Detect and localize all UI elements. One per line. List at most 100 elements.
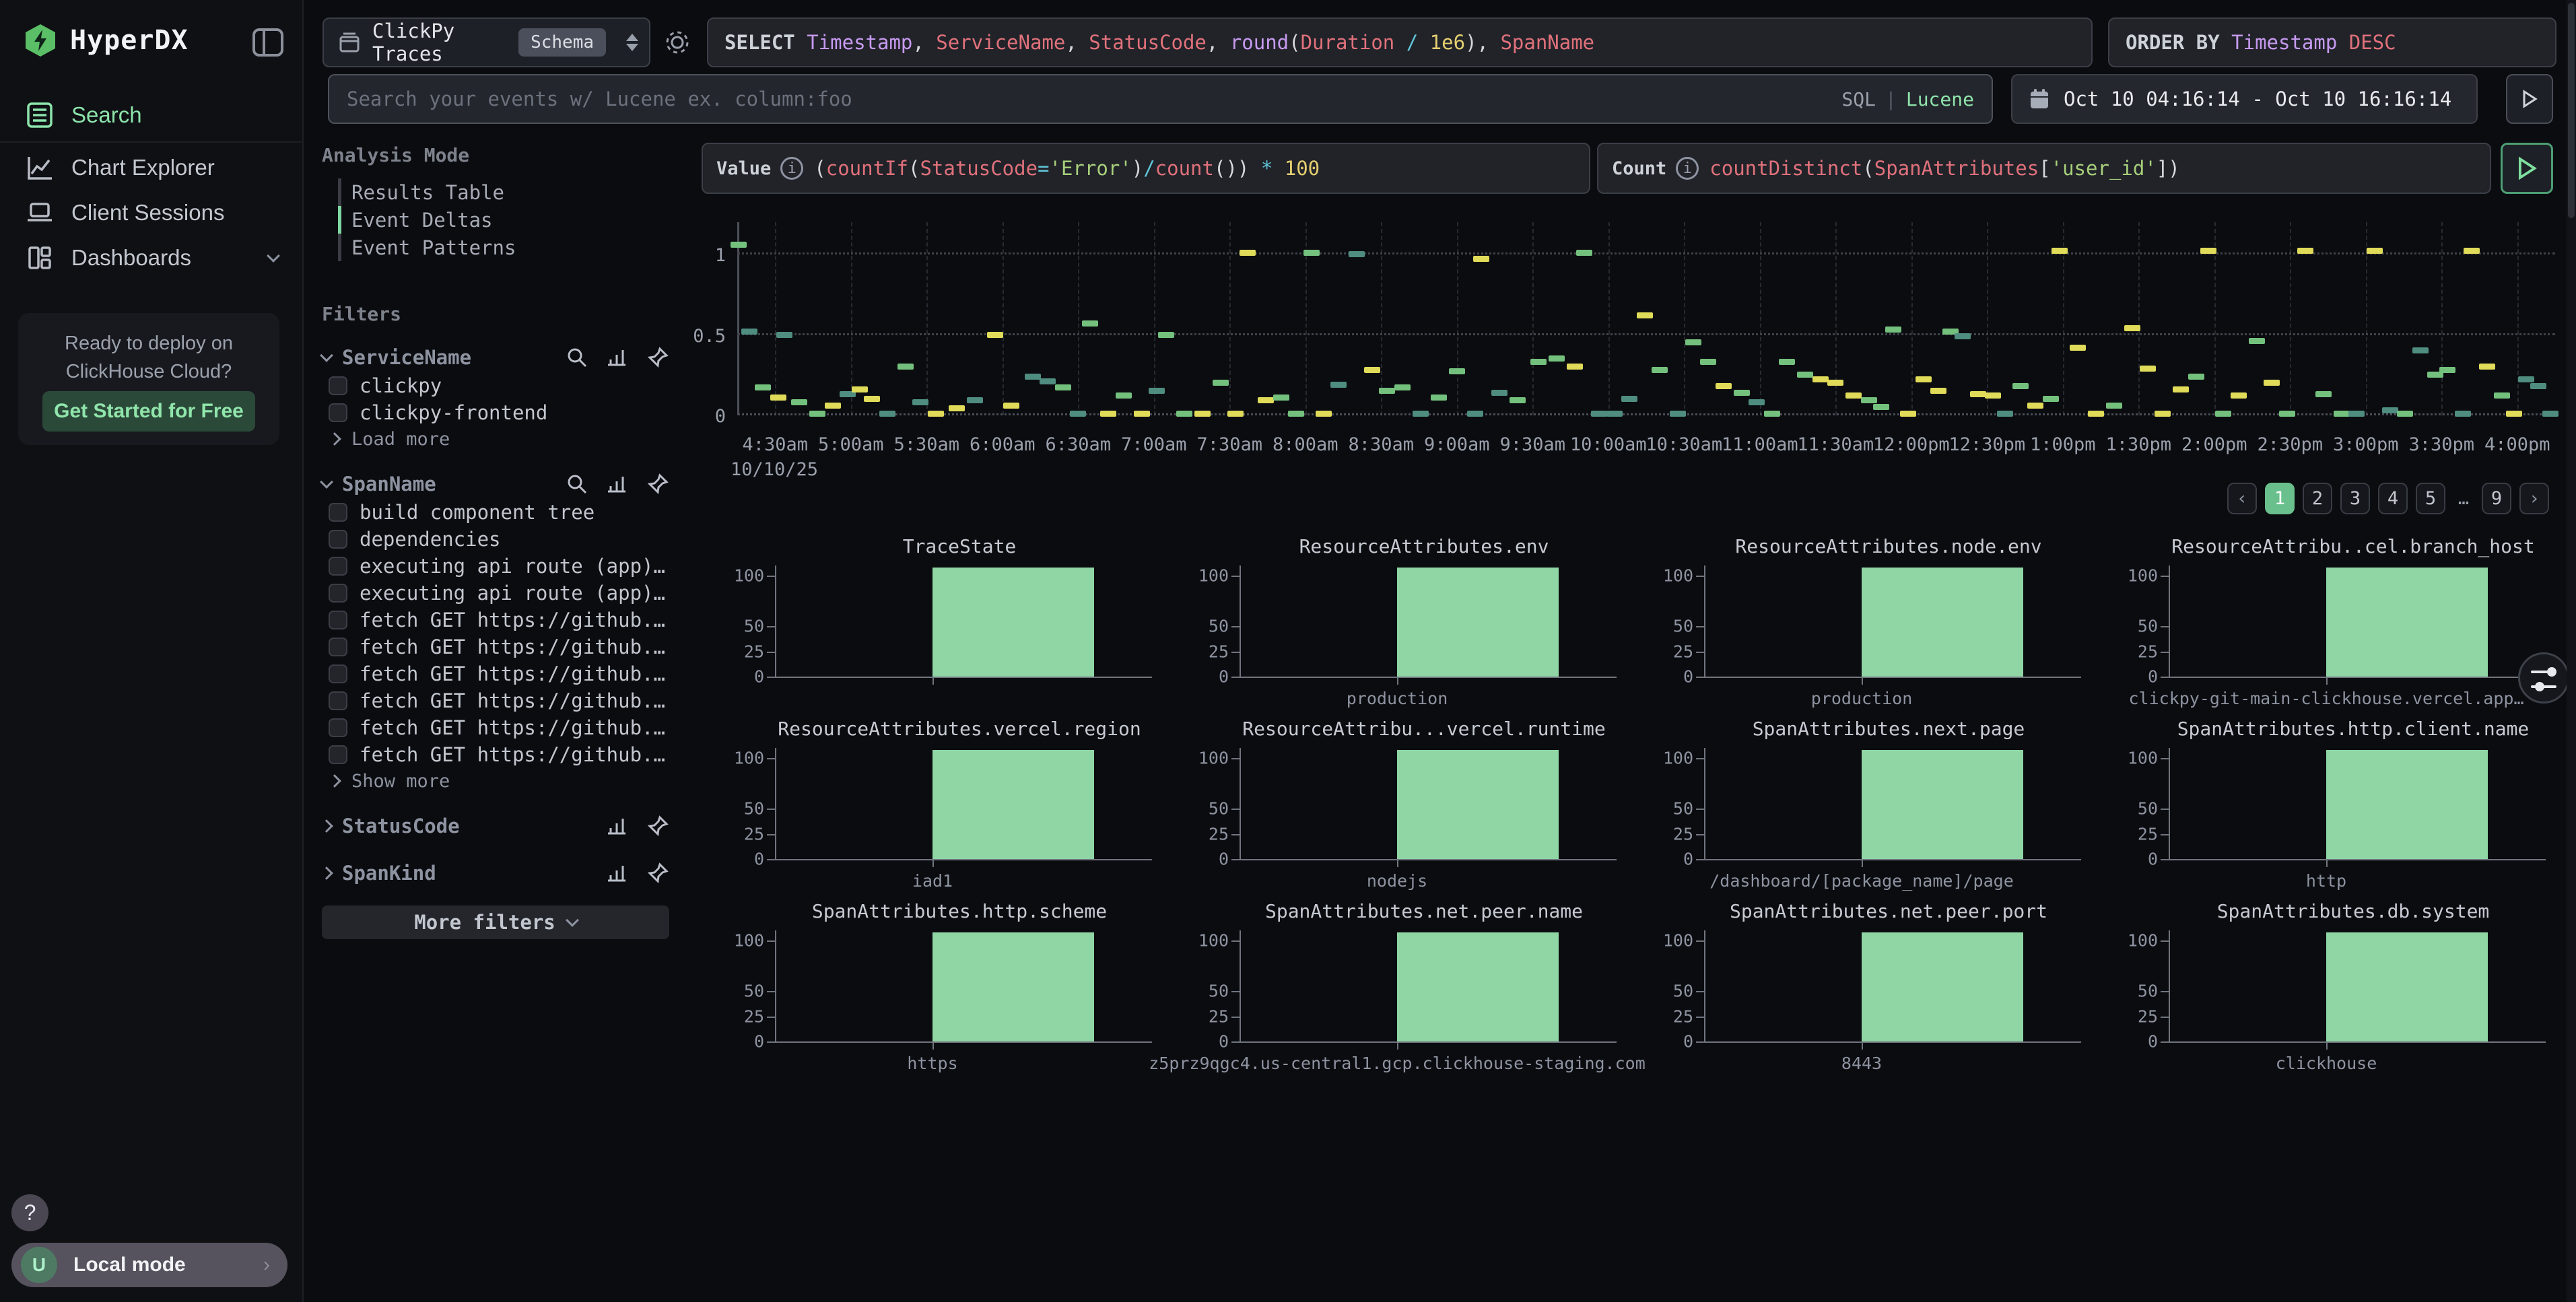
checkbox[interactable] xyxy=(329,557,347,576)
select-query-input[interactable]: SELECT Timestamp, ServiceName, StatusCod… xyxy=(707,18,2093,67)
pagination-prev[interactable]: ‹ xyxy=(2227,483,2257,514)
filter-checkbox-row[interactable]: fetch GET https://github.… xyxy=(322,714,669,741)
filter-checkbox-row[interactable]: fetch GET https://github.… xyxy=(322,741,669,768)
mini-chart[interactable]: SpanAttributes.http.client.name10050250h… xyxy=(2124,718,2576,893)
checkbox[interactable] xyxy=(329,503,347,522)
pin-icon[interactable] xyxy=(646,346,669,369)
mini-y-tick-label: 0 xyxy=(1195,667,1229,687)
filter-checkbox-row[interactable]: clickpy xyxy=(322,372,669,399)
filter-checkbox-row[interactable]: fetch GET https://github.… xyxy=(322,633,669,660)
chart-settings-fab[interactable] xyxy=(2518,652,2569,704)
mini-chart[interactable]: ResourceAttributes.node.env10050250produ… xyxy=(1660,535,2124,710)
pagination-page[interactable]: 4 xyxy=(2378,483,2408,514)
filter-checkbox-row[interactable]: build component tree xyxy=(322,499,669,526)
checkbox[interactable] xyxy=(329,664,347,683)
gridline-horizontal xyxy=(737,252,2555,254)
mini-y-axis xyxy=(2169,930,2170,1041)
sidebar-item-dashboards[interactable]: Dashboards xyxy=(26,244,278,272)
pagination-page[interactable]: 9 xyxy=(2482,483,2511,514)
checkbox[interactable] xyxy=(329,718,347,737)
mini-chart[interactable]: SpanAttributes.net.peer.name10050250z5pr… xyxy=(1195,900,1660,1075)
x-tick-label: 1:00pm xyxy=(2030,434,2096,455)
search-input[interactable]: Search your events w/ Lucene ex. column:… xyxy=(328,74,1993,124)
run-query-button[interactable] xyxy=(2506,74,2553,124)
mini-y-tick-label: 25 xyxy=(2124,642,2158,661)
mini-chart[interactable]: ResourceAttribu...vercel.runtime10050250… xyxy=(1195,718,1660,893)
x-tick-label: 2:30pm xyxy=(2257,434,2323,455)
filter-checkbox-row[interactable]: executing api route (app)… xyxy=(322,580,669,607)
pin-icon[interactable] xyxy=(646,862,669,885)
checkbox[interactable] xyxy=(329,745,347,764)
filter-group-header-servicename[interactable]: ServiceName xyxy=(322,343,669,372)
mini-chart[interactable]: SpanAttributes.http.scheme10050250https xyxy=(731,900,1195,1075)
checkbox[interactable] xyxy=(329,530,347,549)
order-by-input[interactable]: ORDER BY Timestamp DESC xyxy=(2108,18,2556,67)
help-button[interactable]: ? xyxy=(11,1194,48,1231)
analysis-mode-option[interactable]: Results Table xyxy=(322,178,669,206)
checkbox[interactable] xyxy=(329,584,347,603)
pin-icon[interactable] xyxy=(646,815,669,837)
source-select[interactable]: ClickPy Traces Schema xyxy=(323,18,650,67)
pagination-page[interactable]: 5 xyxy=(2416,483,2445,514)
sidebar-item-chart-explorer[interactable]: Chart Explorer xyxy=(26,153,215,182)
count-expression-input[interactable]: Count i countDistinct(SpanAttributes['us… xyxy=(1597,143,2491,194)
date-range-picker[interactable]: Oct 10 04:16:14 - Oct 10 16:16:14 xyxy=(2011,74,2478,124)
mini-chart-title: ResourceAttribu..cel.branch_host xyxy=(2144,535,2562,557)
filter-checkbox-row[interactable]: fetch GET https://github.… xyxy=(322,660,669,687)
sidebar-collapse-icon[interactable] xyxy=(252,28,283,57)
bars-icon[interactable] xyxy=(606,862,629,885)
filter-checkbox-row[interactable]: executing api route (app)… xyxy=(322,553,669,580)
mini-chart[interactable]: ResourceAttribu..cel.branch_host10050250… xyxy=(2124,535,2576,710)
delta-chart[interactable] xyxy=(737,222,2555,415)
filter-checkbox-row[interactable]: fetch GET https://github.… xyxy=(322,687,669,714)
load-more-button[interactable]: Load more xyxy=(322,426,669,452)
run-analysis-button[interactable] xyxy=(2501,143,2553,194)
checkbox[interactable] xyxy=(329,376,347,395)
local-mode-button[interactable]: U Local mode › xyxy=(11,1243,287,1287)
scrollbar-thumb[interactable] xyxy=(2568,3,2575,218)
scrollbar[interactable] xyxy=(2567,0,2576,1302)
delta-mark xyxy=(1734,390,1750,396)
search-icon[interactable] xyxy=(566,346,588,369)
pagination-page[interactable]: 1 xyxy=(2265,483,2295,514)
mini-chart[interactable]: SpanAttributes.next.page10050250/dashboa… xyxy=(1660,718,2124,893)
bars-icon[interactable] xyxy=(606,815,629,837)
pagination-page[interactable]: 2 xyxy=(2303,483,2332,514)
checkbox[interactable] xyxy=(329,611,347,629)
analysis-mode-option[interactable]: Event Deltas xyxy=(322,206,669,234)
mode-sql[interactable]: SQL xyxy=(1841,88,1876,110)
get-started-button[interactable]: Get Started for Free xyxy=(42,391,255,432)
analysis-mode-option[interactable]: Event Patterns xyxy=(322,234,669,261)
bars-icon[interactable] xyxy=(606,346,629,369)
filter-checkbox-row[interactable]: fetch GET https://github.… xyxy=(322,607,669,633)
mini-chart[interactable]: SpanAttributes.db.system10050250clickhou… xyxy=(2124,900,2576,1075)
hyperdx-logo-icon xyxy=(23,23,58,58)
pagination-page[interactable]: 3 xyxy=(2340,483,2370,514)
filter-group-header-statuscode[interactable]: StatusCode xyxy=(322,811,669,841)
filter-group-header-spanname[interactable]: SpanName xyxy=(322,469,669,499)
more-filters-button[interactable]: More filters xyxy=(322,905,669,939)
checkbox[interactable] xyxy=(329,403,347,422)
checkbox[interactable] xyxy=(329,691,347,710)
value-expression-input[interactable]: Value i (countIf(StatusCode='Error')/cou… xyxy=(702,143,1590,194)
filter-group-header-spankind[interactable]: SpanKind xyxy=(322,858,669,888)
pagination-next[interactable]: › xyxy=(2519,483,2549,514)
show-more-button[interactable]: Show more xyxy=(322,768,669,794)
bars-icon[interactable] xyxy=(606,473,629,495)
mini-chart[interactable]: SpanAttributes.net.peer.port100502508443 xyxy=(1660,900,2124,1075)
filter-checkbox-row[interactable]: clickpy-frontend xyxy=(322,399,669,426)
mini-chart[interactable]: TraceState10050250 xyxy=(731,535,1195,710)
mini-y-axis xyxy=(1240,566,1241,677)
mini-chart[interactable]: ResourceAttributes.env10050250production xyxy=(1195,535,1660,710)
checkbox[interactable] xyxy=(329,638,347,656)
filter-checkbox-row[interactable]: dependencies xyxy=(322,526,669,553)
mini-y-tick xyxy=(767,758,775,759)
pin-icon[interactable] xyxy=(646,473,669,495)
sidebar-item-client-sessions[interactable]: Client Sessions xyxy=(26,199,224,227)
sidebar-item-search[interactable]: Search xyxy=(26,101,142,129)
mini-chart-title: SpanAttributes.net.peer.port xyxy=(1680,900,2097,922)
search-icon[interactable] xyxy=(566,473,588,495)
mode-lucene[interactable]: Lucene xyxy=(1906,88,1974,110)
mini-chart[interactable]: ResourceAttributes.vercel.region10050250… xyxy=(731,718,1195,893)
gear-icon[interactable] xyxy=(663,28,692,57)
